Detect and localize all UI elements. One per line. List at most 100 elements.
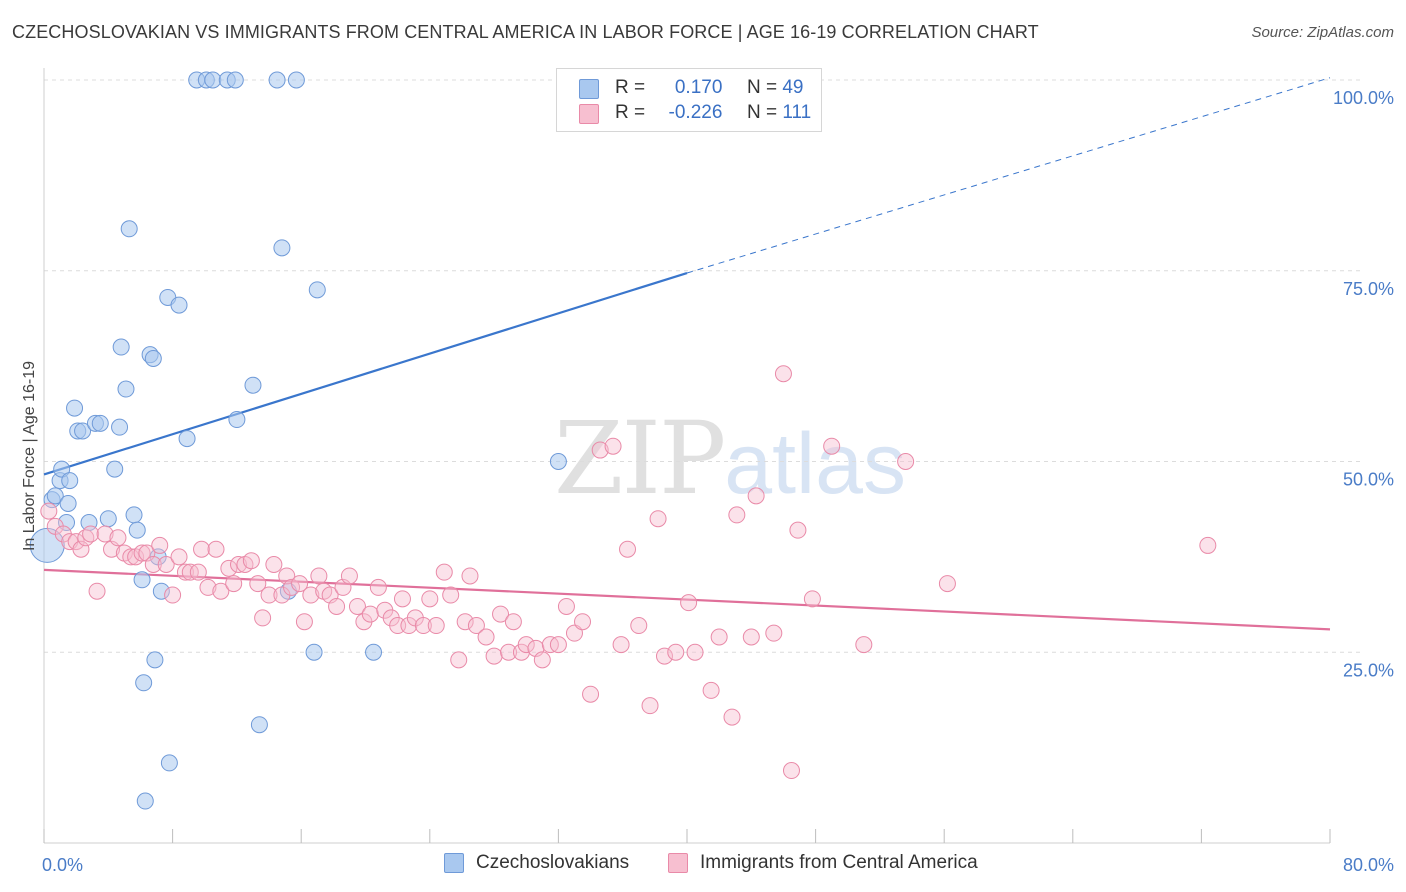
point-czechoslovakians [273, 239, 291, 257]
point-central-america [414, 617, 432, 635]
chart-title: CZECHOSLOVAKIAN VS IMMIGRANTS FROM CENTR… [12, 22, 1039, 42]
point-central-america [492, 605, 510, 623]
legend-n-value: 49 [782, 77, 804, 98]
source-label: Source: ZipAtlas.com [1251, 24, 1394, 41]
point-czechoslovakians [128, 521, 146, 539]
point-central-america [641, 697, 659, 715]
point-czechoslovakians [111, 418, 129, 436]
point-czechoslovakians [106, 460, 124, 478]
legend-n-label: N = [746, 77, 778, 98]
point-central-america [40, 502, 58, 520]
point-central-america [72, 540, 90, 558]
x-tick-label: 80.0% [1343, 855, 1394, 875]
point-czechoslovakians [144, 349, 162, 367]
point-czechoslovakians [250, 716, 268, 734]
point-central-america [765, 624, 783, 642]
legend-swatch-blue [579, 79, 599, 99]
point-czechoslovakians [268, 71, 286, 89]
point-central-america [176, 563, 194, 581]
legend-r-label: R = [615, 102, 646, 123]
point-czechoslovakians [244, 376, 262, 394]
point-central-america [96, 525, 114, 543]
point-central-america [435, 563, 453, 581]
point-central-america [278, 567, 296, 585]
point-central-america [82, 525, 100, 543]
legend-swatch-pink [579, 104, 599, 124]
point-czechoslovakians [125, 506, 143, 524]
point-central-america [549, 636, 567, 654]
watermark-atlas: atlas [724, 416, 906, 512]
point-central-america [680, 594, 698, 612]
point-central-america [574, 613, 592, 631]
point-czechoslovakians [133, 571, 151, 589]
point-czechoslovakians [61, 472, 79, 490]
point-central-america [302, 586, 320, 604]
point-central-america [295, 613, 313, 631]
point-central-america [500, 643, 518, 661]
point-central-america [710, 628, 728, 646]
point-central-america [1199, 536, 1217, 554]
point-central-america [477, 628, 495, 646]
point-central-america [427, 617, 445, 635]
point-central-america [485, 647, 503, 665]
trendlines [43, 77, 1331, 631]
bottom-legend-swatch-pink [668, 853, 688, 873]
point-central-america [803, 590, 821, 608]
point-central-america [265, 556, 283, 574]
legend-r-value: -0.226 [668, 102, 723, 123]
legend-n-value: 111 [782, 102, 812, 123]
point-czechoslovakians [58, 514, 76, 532]
point-central-america [747, 487, 765, 505]
point-central-america [612, 636, 630, 654]
point-central-america [88, 582, 106, 600]
point-czechoslovakians [99, 510, 117, 528]
point-central-america [260, 586, 278, 604]
point-central-america [193, 540, 211, 558]
point-central-america [310, 567, 328, 585]
point-central-america [157, 556, 175, 574]
axes [43, 68, 1331, 844]
point-central-america [340, 567, 358, 585]
point-central-america [207, 540, 225, 558]
point-czechoslovakians [228, 411, 246, 429]
point-central-america [369, 578, 387, 596]
point-central-america [517, 636, 535, 654]
point-central-america [604, 437, 622, 455]
point-central-america [467, 617, 485, 635]
point-central-america [728, 506, 746, 524]
point-czechoslovakians [112, 338, 130, 356]
point-czechoslovakians [178, 430, 196, 448]
point-central-america [855, 636, 873, 654]
point-czechoslovakians [287, 71, 305, 89]
point-czechoslovakians [152, 582, 170, 600]
point-central-america [630, 617, 648, 635]
point-central-america [789, 521, 807, 539]
axis-labels: 100.0% 75.0% 50.0% 25.0% 0.0% 80.0% In Labor F… [21, 88, 1394, 875]
point-central-america [348, 597, 366, 615]
data-points [29, 71, 1217, 810]
watermark: ZIPatlas [554, 400, 906, 517]
point-central-america [133, 544, 151, 562]
point-czechoslovakians [74, 422, 92, 440]
point-central-america [504, 613, 522, 631]
point-czechoslovakians [59, 494, 77, 512]
point-central-america [151, 536, 169, 554]
point-central-america [361, 605, 379, 623]
y-tick-label: 100.0% [1333, 88, 1394, 108]
point-central-america [774, 365, 792, 383]
point-czechoslovakians [136, 792, 154, 810]
point-czechoslovakians [117, 380, 135, 398]
point-czechoslovakians [135, 674, 153, 692]
point-central-america [144, 556, 162, 574]
point-central-america [230, 556, 248, 574]
point-czechoslovakians [305, 643, 323, 661]
watermark-zip: ZIP [554, 400, 726, 517]
point-central-america [702, 681, 720, 699]
legend-r-value: 0.170 [674, 77, 723, 98]
point-czechoslovakians [146, 651, 164, 669]
point-central-america [938, 575, 956, 593]
trendline-extension [686, 77, 1331, 274]
point-central-america [249, 575, 267, 593]
point-central-america [109, 529, 127, 547]
